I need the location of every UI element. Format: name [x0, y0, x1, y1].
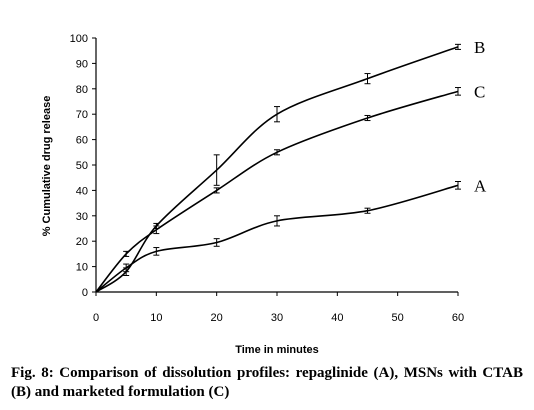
y-tick-label: 40 [76, 185, 88, 197]
x-tick-label: 0 [93, 312, 99, 324]
x-tick-label: 10 [150, 312, 162, 324]
series-line-B [95, 46, 459, 293]
x-axis-title: Time in minutes [235, 344, 319, 356]
y-tick-label: 50 [76, 160, 88, 172]
y-tick-label: 100 [70, 33, 88, 45]
series-lines: A B C [95, 38, 487, 293]
y-tick-label: 90 [76, 58, 88, 70]
series-label-A: A [474, 176, 487, 195]
x-tick-label: 30 [271, 312, 283, 324]
x-tick-label: 50 [392, 312, 404, 324]
x-tick-label: 40 [331, 312, 343, 324]
x-tick-label: 60 [452, 312, 464, 324]
series-label-C: C [474, 82, 485, 101]
y-tick-label: 80 [76, 84, 88, 96]
y-tick-label: 10 [76, 262, 88, 274]
y-tick-label: 70 [76, 109, 88, 121]
y-axis-title: % Cumulative drug release [41, 96, 53, 237]
y-tick-label: 20 [76, 236, 88, 248]
ticks: 0 10 20 30 40 50 60 70 80 90 100 0 10 20 30 40 50 60 [70, 33, 464, 324]
series-line-A [95, 184, 459, 293]
series-label-B: B [474, 38, 485, 57]
y-tick-label: 30 [76, 211, 88, 223]
y-tick-label: 0 [82, 287, 88, 299]
y-tick-label: 60 [76, 135, 88, 147]
figure-caption: Fig. 8: Comparison of dissolution profil… [11, 365, 523, 400]
x-tick-label: 20 [211, 312, 223, 324]
